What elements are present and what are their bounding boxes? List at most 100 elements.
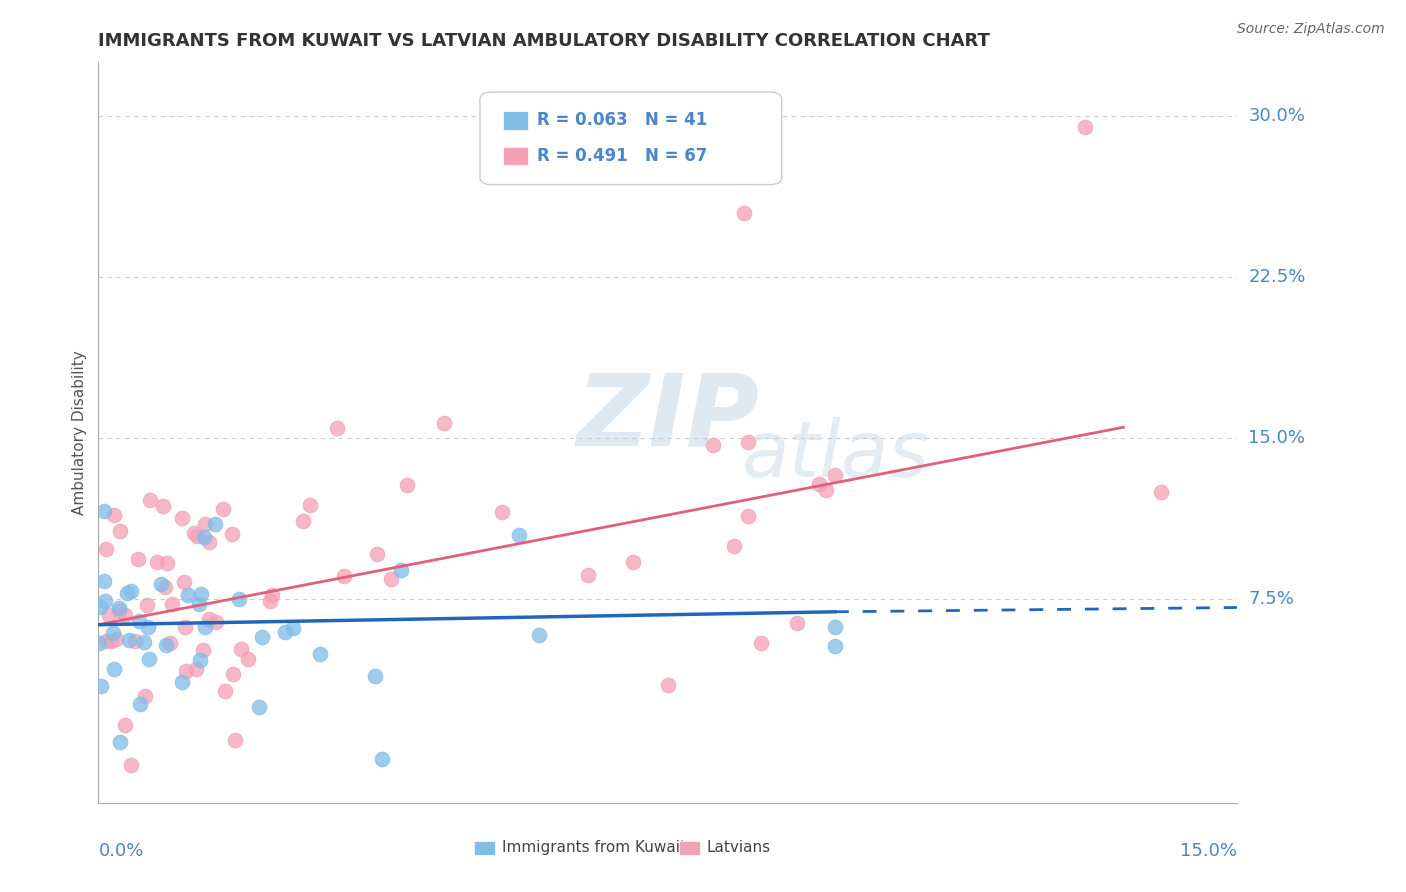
- Point: [108, 604, 131, 618]
- Text: Latvians: Latvians: [707, 840, 770, 855]
- Point: [186, 529, 208, 543]
- Point: [190, 587, 212, 601]
- Point: [103, 662, 125, 676]
- FancyBboxPatch shape: [679, 841, 700, 855]
- Point: [1074, 120, 1097, 134]
- Point: [198, 535, 221, 549]
- Point: [737, 435, 759, 450]
- Point: [291, 514, 314, 528]
- Text: 15.0%: 15.0%: [1249, 429, 1305, 447]
- Point: [100, 633, 122, 648]
- Point: [104, 632, 127, 646]
- Point: [118, 632, 141, 647]
- Point: [138, 652, 160, 666]
- Point: [250, 630, 273, 644]
- Text: R = 0.491   N = 67: R = 0.491 N = 67: [537, 146, 707, 165]
- Text: atlas: atlas: [742, 417, 929, 493]
- Point: [114, 607, 136, 622]
- Point: [176, 589, 198, 603]
- Point: [128, 698, 150, 712]
- Point: [395, 477, 418, 491]
- Point: [191, 643, 214, 657]
- Point: [224, 733, 246, 747]
- Point: [108, 601, 131, 615]
- Text: IMMIGRANTS FROM KUWAIT VS LATVIAN AMBULATORY DISABILITY CORRELATION CHART: IMMIGRANTS FROM KUWAIT VS LATVIAN AMBULA…: [98, 32, 990, 50]
- Point: [824, 639, 846, 653]
- Point: [204, 615, 226, 629]
- Point: [183, 525, 205, 540]
- FancyBboxPatch shape: [503, 112, 527, 130]
- Point: [136, 599, 159, 613]
- Point: [108, 735, 131, 749]
- Point: [93, 594, 115, 608]
- Point: [146, 555, 169, 569]
- Point: [93, 574, 115, 588]
- Point: [229, 641, 252, 656]
- Point: [155, 556, 177, 570]
- Point: [214, 683, 236, 698]
- Point: [332, 569, 354, 583]
- Point: [120, 583, 142, 598]
- FancyBboxPatch shape: [479, 92, 782, 185]
- Point: [723, 540, 745, 554]
- Point: [733, 205, 755, 219]
- Point: [87, 636, 110, 650]
- Point: [380, 572, 402, 586]
- Point: [139, 493, 162, 508]
- Point: [194, 619, 217, 633]
- Point: [222, 666, 245, 681]
- Point: [299, 499, 322, 513]
- Text: Immigrants from Kuwait: Immigrants from Kuwait: [502, 840, 686, 855]
- Point: [174, 664, 197, 678]
- Point: [89, 600, 111, 615]
- Point: [152, 499, 174, 513]
- Y-axis label: Ambulatory Disability: Ambulatory Disability: [72, 351, 87, 515]
- Point: [737, 509, 759, 524]
- Point: [101, 626, 124, 640]
- Point: [1150, 484, 1173, 499]
- Point: [309, 647, 332, 661]
- Text: 30.0%: 30.0%: [1249, 107, 1305, 125]
- Text: Source: ZipAtlas.com: Source: ZipAtlas.com: [1237, 22, 1385, 37]
- Point: [153, 580, 176, 594]
- Point: [187, 597, 209, 611]
- Text: 22.5%: 22.5%: [1249, 268, 1306, 286]
- Point: [155, 638, 177, 652]
- Point: [491, 505, 513, 519]
- Point: [172, 510, 194, 524]
- Point: [134, 689, 156, 703]
- Text: ZIP: ZIP: [576, 369, 759, 467]
- Point: [371, 752, 394, 766]
- Point: [120, 758, 142, 772]
- Point: [364, 669, 387, 683]
- Point: [115, 586, 138, 600]
- Text: 7.5%: 7.5%: [1249, 590, 1295, 608]
- Point: [127, 552, 149, 566]
- Point: [108, 524, 131, 538]
- Point: [132, 634, 155, 648]
- Point: [174, 619, 197, 633]
- Point: [97, 608, 120, 623]
- Point: [274, 625, 297, 640]
- Point: [366, 547, 388, 561]
- Point: [211, 502, 233, 516]
- Point: [814, 483, 837, 497]
- Text: 15.0%: 15.0%: [1180, 842, 1237, 860]
- Point: [259, 594, 281, 608]
- Point: [262, 588, 284, 602]
- Point: [621, 556, 644, 570]
- Point: [204, 516, 226, 531]
- Point: [808, 477, 831, 491]
- Point: [786, 615, 808, 630]
- Point: [824, 468, 846, 483]
- Point: [103, 508, 125, 522]
- Point: [124, 634, 146, 648]
- Point: [326, 421, 349, 435]
- FancyBboxPatch shape: [474, 841, 495, 855]
- Point: [173, 575, 195, 590]
- Point: [136, 620, 159, 634]
- Point: [657, 678, 679, 692]
- Point: [527, 627, 550, 641]
- Point: [221, 527, 243, 541]
- Point: [93, 504, 115, 518]
